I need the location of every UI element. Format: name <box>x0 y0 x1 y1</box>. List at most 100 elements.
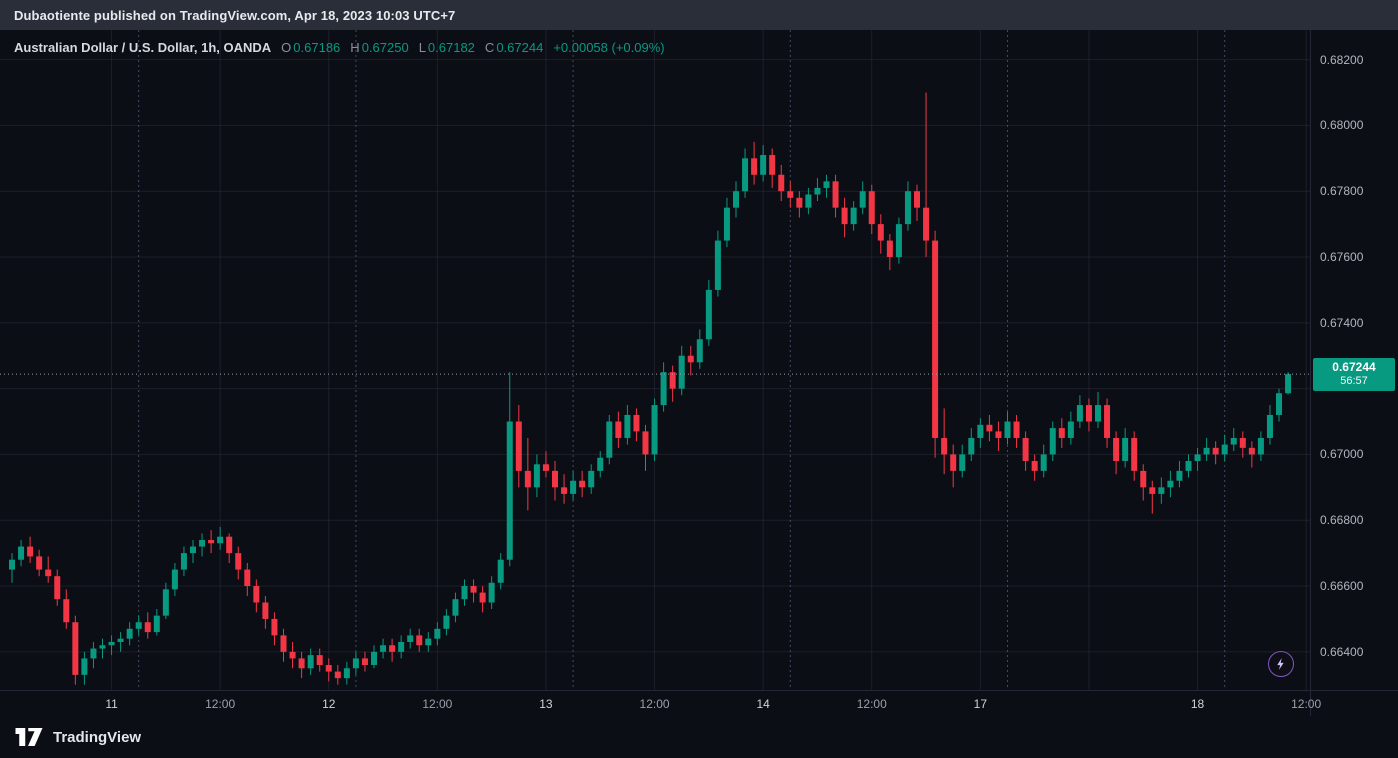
close-value: 0.67244 <box>496 40 544 55</box>
time-axis-label: 12:00 <box>856 697 887 711</box>
candle-body <box>660 372 667 406</box>
candle-body <box>552 470 558 488</box>
candle-body <box>1031 461 1038 471</box>
candle-body <box>343 668 350 679</box>
candle <box>479 586 486 613</box>
candle <box>633 408 640 442</box>
candle <box>814 178 821 202</box>
candle-body <box>398 641 405 652</box>
candle <box>371 645 377 669</box>
candle-body <box>823 181 830 188</box>
candle <box>923 92 930 258</box>
candle <box>941 408 948 475</box>
candle <box>99 638 106 659</box>
candle-body <box>180 553 187 570</box>
candle-body <box>470 586 477 593</box>
candle <box>561 474 568 504</box>
candle <box>950 444 957 488</box>
candle-body <box>262 602 269 619</box>
realtime-flash-button[interactable] <box>1268 651 1294 677</box>
candle <box>968 428 975 462</box>
candle-body <box>597 457 604 471</box>
time-axis-label: 12:00 <box>205 697 236 711</box>
time-axis-label: 14 <box>756 697 770 711</box>
candle <box>977 418 984 448</box>
candle-body <box>588 470 595 488</box>
legend-open: O 0.67186 <box>281 40 340 55</box>
candle-body <box>941 437 948 455</box>
chart-plot-area[interactable]: Australian Dollar / U.S. Dollar, 1h, OAN… <box>0 30 1310 690</box>
candle <box>199 533 206 557</box>
candle <box>497 553 504 590</box>
low-letter: L <box>418 40 426 55</box>
candle-body <box>1022 437 1029 462</box>
candle-body <box>1212 447 1219 455</box>
candle <box>1113 431 1120 475</box>
candle <box>470 579 477 603</box>
candle <box>714 230 721 297</box>
price-axis[interactable]: 0.67244 56:57 0.68200 0.68000 0.67800 0.676… <box>1310 30 1398 716</box>
candle-body <box>760 155 767 175</box>
candle <box>1104 398 1111 448</box>
candle-body <box>1131 437 1138 471</box>
candle <box>289 641 296 669</box>
candle-body <box>117 638 124 642</box>
candle-body <box>669 372 676 389</box>
candle-body <box>27 546 34 557</box>
candle-body <box>904 191 911 225</box>
candle-body <box>1203 447 1210 455</box>
price-axis-label: 0.67600 <box>1320 250 1364 265</box>
candle <box>615 411 622 448</box>
time-axis[interactable]: 11 12:00 12 12:00 13 12:00 14 12:00 17 18 12:00 <box>0 690 1398 716</box>
candle-body <box>18 546 25 560</box>
candle-body <box>932 240 939 438</box>
candle-body <box>1076 405 1083 422</box>
candle <box>570 470 577 501</box>
candle <box>778 164 785 202</box>
candle <box>144 612 151 639</box>
candle-body <box>515 421 522 471</box>
candle <box>895 217 902 264</box>
candle-body <box>135 622 142 629</box>
candle <box>678 345 685 396</box>
candle <box>488 576 495 610</box>
candle-body <box>814 187 821 195</box>
candle <box>542 451 549 478</box>
candle-body <box>651 405 658 455</box>
tradingview-logo-icon[interactable] <box>14 726 44 748</box>
candle-body <box>1185 461 1192 471</box>
candle-body <box>959 454 966 471</box>
candle <box>1239 431 1246 458</box>
time-axis-label: 12:00 <box>422 697 453 711</box>
candle <box>226 533 233 564</box>
candle-body <box>190 546 196 554</box>
candle-body <box>144 622 151 633</box>
candlestick-svg[interactable] <box>0 30 1310 690</box>
candle-body <box>914 191 920 208</box>
candle <box>1167 470 1174 498</box>
candle <box>651 398 658 462</box>
candle <box>307 648 314 675</box>
candle-body <box>723 207 730 241</box>
price-axis-label: 0.66600 <box>1320 579 1364 594</box>
candle-body <box>108 641 115 646</box>
tradingview-brand-text[interactable]: TradingView <box>53 728 142 746</box>
candle <box>271 612 278 646</box>
candle-body <box>877 224 884 241</box>
candle <box>1149 480 1156 514</box>
candle-body <box>9 559 15 570</box>
candle <box>1185 454 1192 478</box>
candle-body <box>1122 437 1129 462</box>
candle <box>886 233 893 271</box>
candle <box>208 530 215 554</box>
candle-body <box>542 464 549 471</box>
time-axis-label: 17 <box>973 697 988 711</box>
candle-body <box>298 658 305 669</box>
publish-header-bar: Dubaotiente published on TradingView.com… <box>0 0 1398 30</box>
candle <box>986 414 993 442</box>
candle-body <box>1040 454 1047 471</box>
price-axis-label: 0.67000 <box>1320 447 1364 462</box>
candle-body <box>705 289 712 340</box>
symbol-title[interactable]: Australian Dollar / U.S. Dollar, 1h, OAN… <box>14 40 272 55</box>
